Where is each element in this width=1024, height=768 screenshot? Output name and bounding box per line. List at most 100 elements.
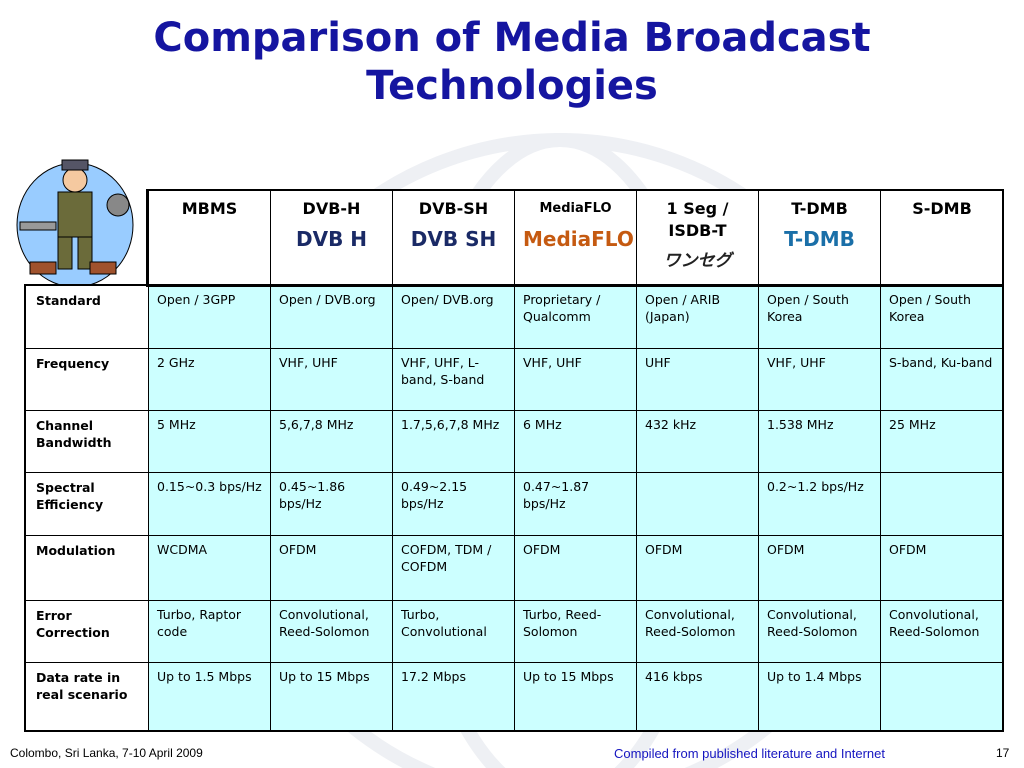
header-name: MBMS [181,199,238,218]
table-cell: OFDM [758,535,881,601]
table-cell: S-band, Ku-band [880,348,1004,411]
header-name: 1 Seg / ISDB-T [666,199,729,240]
table-cell: 17.2 Mbps [392,662,515,732]
table-cell: 2 GHz [148,348,271,411]
table-cell: Turbo, Raptor code [148,600,271,663]
row-header: Error Correction [25,600,149,663]
header-logo: MediaFLO [523,227,634,251]
table-cell: 0.47~1.87 bps/Hz [514,472,637,536]
cell-text: WCDMA [157,542,208,557]
footer-center: Compiled from published literature and I… [614,746,885,761]
cell-text: Open / ARIB (Japan) [645,292,721,324]
cell-text: 0.47~1.87 bps/Hz [523,479,590,511]
table-cell [636,472,759,536]
table-cell: COFDM, TDM / COFDM [392,535,515,601]
table-cell: Open/ DVB.org [392,285,515,349]
table-cell: Open / South Korea [758,285,881,349]
header-cell: DVB-SH DVB SH [392,190,515,286]
cell-text: 1.7,5,6,7,8 MHz [401,417,500,432]
cell-text: UHF [645,355,671,370]
header-logo: DVB H [295,227,368,251]
header-name: DVB-H [302,199,361,218]
table-cell: Open / South Korea [880,285,1004,349]
table-cell: OFDM [636,535,759,601]
header-logo: DVB SH [410,227,497,251]
cell-text: 0.49~2.15 bps/Hz [401,479,468,511]
cell-text: Standard [36,293,101,308]
table-cell: Open / ARIB (Japan) [636,285,759,349]
cell-text: Turbo, Convolutional [401,607,487,639]
cell-text: 0.45~1.86 bps/Hz [279,479,346,511]
cell-text: 1.538 MHz [767,417,834,432]
table-cell: Open / DVB.org [270,285,393,349]
table-cell: 0.45~1.86 bps/Hz [270,472,393,536]
header-name: DVB-SH [418,199,489,218]
table-cell: VHF, UHF, L-band, S-band [392,348,515,411]
cell-text: Spectral Efficiency [36,480,104,512]
header-cell: S-DMB [880,190,1004,286]
title-text: Comparison of Media Broadcast Technologi… [153,15,871,109]
cell-text: Data rate in real scenario [36,670,128,702]
cell-text: Frequency [36,356,110,371]
cell-text: 0.2~1.2 bps/Hz [767,479,864,494]
cell-text: VHF, UHF [523,355,582,370]
table-cell: 0.49~2.15 bps/Hz [392,472,515,536]
footer-left: Colombo, Sri Lanka, 7-10 April 2009 [10,746,203,760]
header-cell: MediaFLO MediaFLO [514,190,637,286]
cell-text: Turbo, Reed-Solomon [523,607,602,639]
table-cell: VHF, UHF [514,348,637,411]
header-name: T-DMB [791,199,848,218]
table-cell: Convolutional, Reed-Solomon [880,600,1004,663]
table-cell: 432 kHz [636,410,759,473]
cell-text: OFDM [645,542,683,557]
cell-text: Error Correction [36,608,110,640]
cell-text: Convolutional, Reed-Solomon [645,607,736,639]
cell-text: VHF, UHF [767,355,826,370]
cell-text: 0.15~0.3 bps/Hz [157,479,262,494]
table-cell: VHF, UHF [758,348,881,411]
slide-title: Comparison of Media Broadcast Technologi… [0,14,1024,110]
header-cell: T-DMB T-DMB [758,190,881,286]
cell-text: Open/ DVB.org [401,292,494,307]
table-cell: WCDMA [148,535,271,601]
cell-text: Modulation [36,543,116,558]
cell-text: Open / 3GPP [157,292,236,307]
table-cell [880,662,1004,732]
cell-text: OFDM [523,542,561,557]
cell-text: 25 MHz [889,417,936,432]
row-header: Channel Bandwidth [25,410,149,473]
table-cell: 0.15~0.3 bps/Hz [148,472,271,536]
row-header: Modulation [25,535,149,601]
row-header: Data rate in real scenario [25,662,149,732]
table-cell: Open / 3GPP [148,285,271,349]
cell-text: Convolutional, Reed-Solomon [767,607,858,639]
cell-text: Proprietary / Qualcomm [523,292,601,324]
table-cell: Up to 1.4 Mbps [758,662,881,732]
table-cell: VHF, UHF [270,348,393,411]
table-cell: Convolutional, Reed-Solomon [758,600,881,663]
cell-text: Turbo, Raptor code [157,607,242,639]
cell-text: 5 MHz [157,417,196,432]
header-cell: MBMS [148,190,271,286]
cell-text: 17.2 Mbps [401,669,466,684]
row-header: Standard [25,285,149,349]
cell-text: Up to 15 Mbps [523,669,614,684]
cell-text: VHF, UHF, L-band, S-band [401,355,485,387]
header-logo: ワンセグ [663,251,732,271]
header-cell: 1 Seg / ISDB-T ワンセグ [636,190,759,286]
table-cell: 416 kbps [636,662,759,732]
header-logo: T-DMB [784,227,855,251]
cell-text: Open / South Korea [889,292,971,324]
cell-text: Up to 1.4 Mbps [767,669,862,684]
row-header: Frequency [25,348,149,411]
cell-text: Up to 1.5 Mbps [157,669,252,684]
table-cell: OFDM [514,535,637,601]
table-cell: Convolutional, Reed-Solomon [270,600,393,663]
cell-text: OFDM [767,542,805,557]
table-cell: Turbo, Reed-Solomon [514,600,637,663]
table-cell: Proprietary / Qualcomm [514,285,637,349]
row-header: Spectral Efficiency [25,472,149,536]
table-cell: 1.538 MHz [758,410,881,473]
table-cell: OFDM [270,535,393,601]
cell-text: Open / DVB.org [279,292,376,307]
